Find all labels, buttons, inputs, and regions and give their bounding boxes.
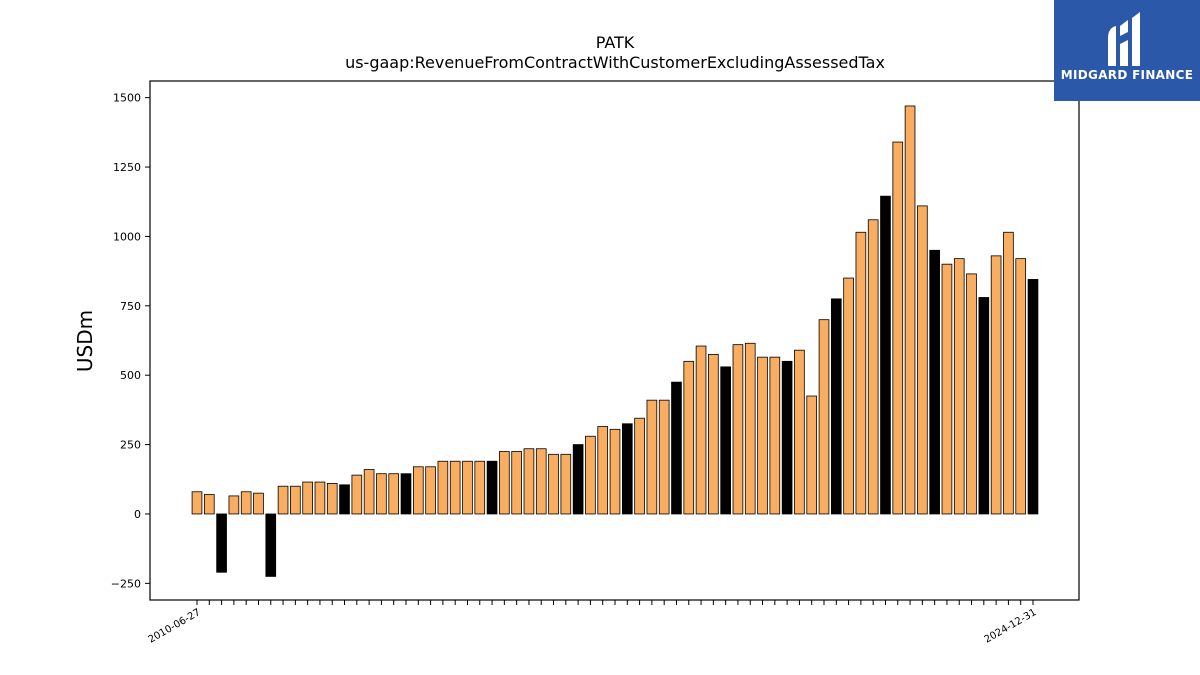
bar (425, 466, 436, 515)
bar (609, 428, 621, 515)
bar (634, 417, 645, 515)
bar (990, 255, 1002, 515)
bar (400, 473, 412, 515)
bar (523, 448, 535, 515)
bar (216, 513, 227, 573)
bar (830, 298, 842, 515)
y-tick-label: −250 (111, 577, 141, 590)
bar (437, 460, 449, 515)
y-tick-label: 0 (134, 508, 141, 521)
bar (376, 473, 387, 515)
bar (363, 469, 375, 515)
bar (203, 494, 215, 515)
bar (462, 460, 473, 515)
bar (880, 195, 891, 515)
bar (597, 426, 609, 515)
bar (277, 485, 289, 515)
bar (794, 349, 805, 515)
bar (621, 423, 633, 515)
y-tick-label: 1500 (113, 92, 141, 105)
x-axis-ticks: 2010-06-27 2024-12-31 (147, 600, 1039, 646)
bar (290, 485, 301, 515)
bar (671, 381, 682, 515)
bar (658, 399, 670, 515)
bar (486, 460, 498, 515)
chart-subtitle: us-gaap:RevenueFromContractWithCustomerE… (345, 53, 885, 72)
bar (253, 492, 264, 515)
bar (449, 460, 461, 515)
midgard-logo-icon (1108, 12, 1140, 66)
bar (499, 451, 510, 515)
y-axis-ticks: −250 0 250 500 750 1000 1250 1500 (111, 92, 150, 590)
bar (302, 481, 313, 515)
bar (843, 277, 854, 515)
bar (314, 481, 326, 515)
logo-text: MIDGARD FINANCE (1060, 68, 1194, 82)
bar (892, 141, 904, 515)
bar (351, 474, 363, 515)
y-tick-label: 500 (120, 369, 141, 382)
bar (412, 466, 424, 515)
bar (585, 435, 596, 515)
bar (806, 395, 818, 515)
plot-frame (149, 80, 1080, 601)
bar (732, 344, 744, 515)
bar (646, 399, 658, 515)
bar (1003, 231, 1014, 515)
bar (228, 495, 240, 515)
bar (572, 444, 584, 515)
chart-title: PATK (596, 33, 635, 52)
bar (917, 205, 928, 515)
bar (339, 484, 350, 515)
bar (966, 273, 977, 515)
bar (818, 319, 830, 515)
bar (191, 491, 203, 515)
bar (560, 453, 572, 515)
bar (769, 356, 781, 515)
bar (953, 258, 965, 515)
bar (708, 353, 719, 515)
bar-series (191, 105, 1039, 577)
y-tick-label: 750 (120, 300, 141, 313)
bar (511, 451, 522, 515)
bar (757, 356, 768, 515)
y-tick-label: 1000 (113, 230, 141, 243)
bar (1027, 279, 1039, 515)
bar (695, 345, 707, 515)
bar (744, 342, 756, 515)
bar (535, 448, 547, 515)
bar (781, 360, 793, 515)
x-tick-label: 2024-12-31 (983, 607, 1039, 646)
x-tick-label: 2010-06-27 (147, 607, 203, 646)
bar (326, 483, 338, 515)
bar (720, 366, 731, 515)
bar (941, 263, 953, 515)
y-axis-label: USDm (73, 310, 97, 372)
bar (474, 460, 486, 515)
bar (265, 513, 277, 577)
bar (240, 491, 252, 515)
bar (978, 297, 990, 515)
bar (929, 249, 940, 515)
y-tick-label: 250 (120, 439, 141, 452)
bar (867, 219, 879, 515)
bar (1015, 258, 1027, 515)
brand-logo: MIDGARD FINANCE (1054, 0, 1200, 101)
bar (855, 231, 867, 515)
bar (904, 105, 916, 515)
bar (683, 360, 695, 515)
y-tick-label: 1250 (113, 161, 141, 174)
bar (388, 473, 400, 515)
bar (548, 453, 559, 515)
